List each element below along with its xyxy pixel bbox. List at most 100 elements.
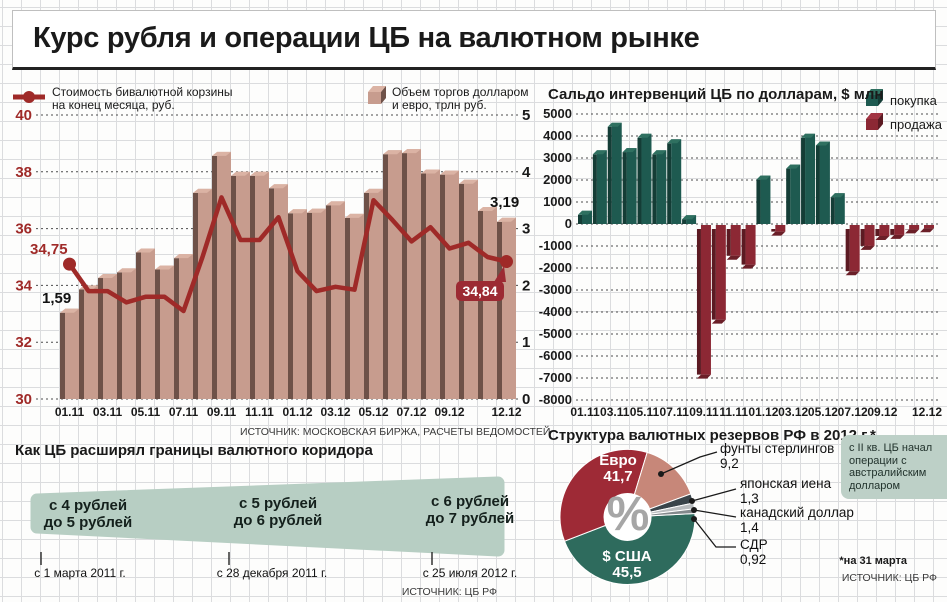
- volume-bar-side: [326, 205, 331, 399]
- intervention-bar-bottom: [875, 236, 890, 240]
- interventions-month-label: 05.11: [630, 405, 660, 419]
- volume-bar-top: [497, 217, 516, 222]
- corridor-step-1-to: до 5 рублей: [43, 513, 133, 531]
- left-axis-tick-label: 38: [15, 164, 32, 181]
- annotation-first-line-value: 34,75: [30, 241, 68, 258]
- right-axis-tick-label: 5: [522, 107, 530, 124]
- volume-bar: [84, 285, 98, 399]
- intervention-bar-side: [578, 214, 582, 224]
- volume-bar-legend-label: Объем торгов долларом: [392, 85, 529, 99]
- intervention-bar-top: [592, 150, 607, 155]
- corridor-title: Как ЦБ расширял границы валютного коридо…: [15, 442, 373, 459]
- interventions-axis-label: 4000: [543, 128, 572, 143]
- left-chart-month-label: 07.11: [169, 405, 199, 419]
- volume-bar-side: [345, 217, 350, 399]
- corridor-date-3: с 25 июля 2012 г.: [422, 566, 518, 580]
- intervention-bar-top: [756, 175, 771, 180]
- legend-buy-cube-icon-top: [866, 89, 883, 95]
- intervention-bar-sell: [700, 225, 711, 375]
- corridor-step-3-to: до 7 рублей: [425, 509, 515, 527]
- intervention-bar-buy: [626, 148, 637, 224]
- corridor-step-3-from: с 6 рублей: [430, 493, 510, 510]
- intervention-bar-sell: [715, 225, 726, 320]
- left-axis-tick-label: 36: [15, 221, 32, 238]
- intervention-bar-sell: [745, 225, 756, 265]
- interventions-axis-label: -6000: [539, 348, 572, 363]
- intervention-bar-bottom: [771, 231, 786, 236]
- left-chart-month-label: 09.12: [434, 405, 464, 419]
- volume-bar: [331, 201, 345, 399]
- intervention-bar-side: [845, 229, 850, 272]
- volume-bar-top: [193, 188, 212, 193]
- left-chart-month-label: 03.11: [93, 405, 123, 419]
- volume-bar-side: [174, 258, 179, 399]
- volume-bar-top: [402, 149, 421, 154]
- intervention-bar-sell: [775, 225, 786, 232]
- volume-bar-side: [193, 192, 198, 399]
- pie-label-euro: Евро 41,7: [586, 453, 650, 485]
- intervention-bar-buy: [671, 139, 682, 224]
- annotation-last-line-badge: 34,84: [456, 281, 504, 301]
- interventions-month-label: 09.12: [867, 405, 897, 419]
- legend-buy-cube-icon-side: [878, 89, 883, 106]
- volume-bar: [445, 170, 459, 399]
- intervention-bar-sell: [864, 225, 875, 246]
- left-chart-source: ИСТОЧНИК: МОСКОВСКАЯ БИРЖА, РАСЧЕТЫ ВЕДО…: [240, 426, 551, 438]
- corridor-step-1: с 4 рублей до 5 рублей: [28, 497, 148, 531]
- intervention-bar-sell: [894, 225, 905, 235]
- pie-label-pounds: фунты стерлингов 9,2: [720, 441, 834, 471]
- left-chart-month-label: 05.11: [131, 405, 161, 419]
- intervention-bar-sell: [924, 225, 935, 229]
- annotation-last-bar-value: 3,19: [490, 194, 520, 211]
- corridor-step-1-from: с 4 рублей: [48, 497, 128, 514]
- volume-bar-top: [212, 151, 231, 156]
- reserves-source: ИСТОЧНИК: ЦБ РФ: [841, 572, 937, 584]
- intervention-bar-bottom: [905, 229, 920, 234]
- left-axis-tick-label: 30: [15, 391, 32, 408]
- volume-bar-side: [98, 278, 103, 399]
- volume-bar-side: [288, 213, 293, 399]
- volume-bar-top: [60, 308, 79, 313]
- interventions-month-label: 03.11: [600, 405, 630, 419]
- right-axis-tick-label: 0: [522, 391, 530, 408]
- volume-bar: [160, 265, 174, 399]
- volume-bar-top: [383, 150, 402, 155]
- volume-bar: [293, 209, 307, 399]
- corridor-wedge: [30, 476, 505, 557]
- intervention-bar-top: [637, 133, 652, 138]
- left-chart-month-label: 01.11: [55, 405, 85, 419]
- intervention-bar-top: [801, 133, 816, 138]
- page-title: Курс рубля и операции ЦБ на валютном рын…: [33, 22, 700, 54]
- intervention-bar-side: [622, 152, 627, 224]
- pie-label-usd: $ США 45,5: [595, 549, 659, 581]
- pie-center-percent-symbol: %: [606, 488, 650, 541]
- volume-bar-top: [269, 184, 288, 189]
- volume-bar-side: [60, 312, 65, 399]
- interventions-month-label: 03.12: [778, 405, 808, 419]
- interventions-month-label: 01.11: [570, 405, 600, 419]
- volume-bar-top: [250, 171, 269, 176]
- leader-cad-line: [693, 509, 737, 518]
- leader-pounds-line: [660, 451, 718, 475]
- interventions-month-label: 12.12: [912, 405, 942, 419]
- leader-cad-dot: [691, 507, 697, 513]
- pie-label-pounds-value: 9,2: [720, 456, 739, 471]
- interventions-axis-label: -5000: [539, 326, 572, 341]
- pie-label-sdr-name: СДР: [740, 537, 768, 552]
- intervention-bar-bottom: [726, 255, 741, 260]
- intervention-bar-buy: [611, 122, 622, 224]
- basket-line-legend-label: Стоимость бивалютной корзины: [52, 85, 233, 99]
- volume-bar-top: [326, 201, 345, 206]
- intervention-bar-bottom: [696, 374, 711, 379]
- volume-bar-top: [364, 188, 383, 193]
- legend-sell-cube-icon-side: [878, 113, 883, 130]
- volume-bar-top: [117, 268, 136, 273]
- interventions-month-label: 01.12: [748, 405, 778, 419]
- basket-line-legend-label-2: на конец месяца, руб.: [52, 98, 175, 112]
- volume-bar: [141, 248, 155, 399]
- intervention-bar-side: [711, 229, 716, 320]
- volume-bar: [407, 149, 421, 399]
- interventions-axis-label: 2000: [543, 172, 572, 187]
- volume-bar: [179, 254, 193, 399]
